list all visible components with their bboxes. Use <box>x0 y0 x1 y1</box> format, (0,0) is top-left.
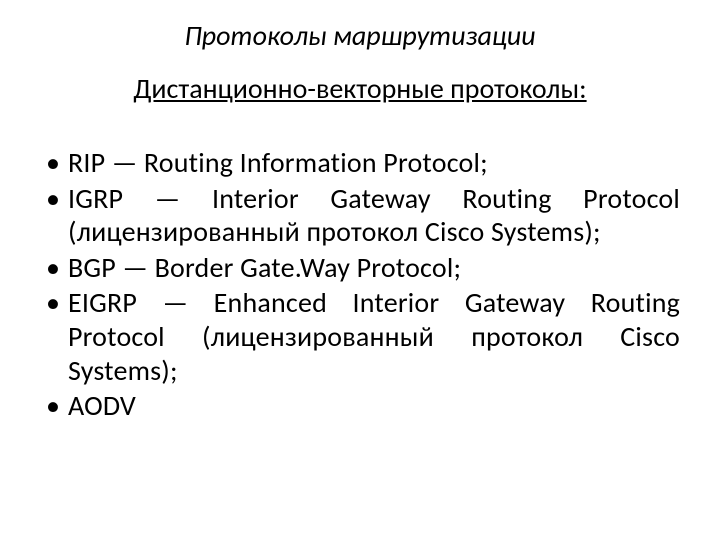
list-item: IGRP — Interior Gateway Routing Protocol… <box>40 182 680 249</box>
list-item: AODV <box>40 389 680 423</box>
slide: Протоколы маршрутизации Дистанционно-век… <box>0 0 720 540</box>
list-item: RIP — Routing Information Protocol; <box>40 146 680 180</box>
slide-title: Протоколы маршрутизации <box>40 18 680 53</box>
slide-subtitle: Дистанционно-векторные протоколы: <box>40 71 680 106</box>
list-item: BGP — Border Gate.Way Protocol; <box>40 251 680 285</box>
list-item: EIGRP — Enhanced Interior Gateway Routin… <box>40 286 680 387</box>
bullet-list: RIP — Routing Information Protocol; IGRP… <box>40 146 680 423</box>
